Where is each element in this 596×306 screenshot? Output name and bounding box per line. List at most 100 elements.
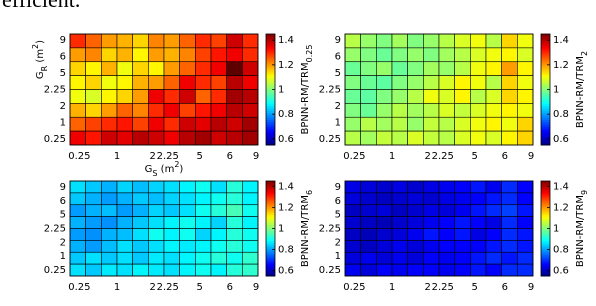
heatmap-cell xyxy=(501,61,518,76)
colorbar-segment xyxy=(541,142,550,146)
y-tick-label: 9 xyxy=(60,182,66,193)
y-axis-label-end: ) xyxy=(35,40,46,44)
heatmap-cell xyxy=(423,240,440,253)
heatmap-cell xyxy=(517,216,534,229)
heatmap-cell xyxy=(116,204,133,217)
heatmap-cell xyxy=(85,251,102,265)
heatmap-cell xyxy=(407,103,424,118)
y-tick-label: 2.25 xyxy=(319,224,341,235)
heatmap-cell xyxy=(69,204,86,217)
heatmap-cell xyxy=(376,33,393,49)
heatmap-cell xyxy=(360,228,377,241)
heatmap-cell xyxy=(85,103,102,118)
heatmap-cell xyxy=(116,263,133,277)
colorbar-segment xyxy=(541,108,550,111)
colorbar-segment xyxy=(266,54,275,58)
heatmap-cell xyxy=(132,47,149,63)
colorbar-segment xyxy=(541,54,550,58)
colorbar-segment xyxy=(541,87,550,90)
x-tick-label: 6 xyxy=(227,151,233,162)
heatmap-cell xyxy=(423,103,440,118)
heatmap-cell xyxy=(69,251,86,265)
heatmap-cell xyxy=(85,47,102,63)
colorbar-segment xyxy=(541,266,550,269)
colorbar-tick-label: 1.4 xyxy=(553,181,569,192)
heatmap-cell xyxy=(210,47,227,63)
heatmap-cell xyxy=(195,204,212,217)
heatmap-cell xyxy=(148,61,165,76)
heatmap-cell xyxy=(407,47,424,63)
heatmap-cell xyxy=(391,89,408,104)
heatmap-cell xyxy=(179,240,196,253)
y-tick-label: 1 xyxy=(335,118,341,129)
heatmap-cell xyxy=(407,116,424,132)
heatmap-cell xyxy=(101,263,118,277)
heatmap-cell xyxy=(438,116,455,132)
heatmap-cell xyxy=(485,228,502,241)
colorbar-segment xyxy=(266,121,275,125)
colorbar-segment xyxy=(266,272,275,275)
colorbar-segment xyxy=(266,246,275,249)
colorbar-segment xyxy=(266,108,275,111)
y-tick-label: 5 xyxy=(335,210,341,221)
heatmap-cell xyxy=(163,61,180,76)
heatmap-cell xyxy=(344,263,361,277)
colorbar-segment xyxy=(541,228,550,231)
heatmap-cell xyxy=(226,75,243,90)
heatmap-cell xyxy=(438,240,455,253)
colorbar-tick-label: 1 xyxy=(553,85,559,96)
colorbar-segment xyxy=(541,238,550,241)
heatmap-cell xyxy=(69,116,86,132)
heatmap-cell xyxy=(195,228,212,241)
colorbar-segment xyxy=(541,36,550,40)
colorbar-segment xyxy=(541,236,550,239)
heatmap-cell xyxy=(501,47,518,63)
x-tick-label: 1 xyxy=(114,151,120,162)
y-tick-label: 0.25 xyxy=(44,134,66,145)
heatmap-cell xyxy=(116,192,133,206)
colorbar-tick-label: 0.8 xyxy=(278,245,294,256)
heatmap-cell xyxy=(501,263,518,277)
colorbar-segment xyxy=(541,181,550,184)
heatmap-cell xyxy=(470,240,487,253)
heatmap-cell xyxy=(376,47,393,63)
colorbar-segment xyxy=(266,40,275,44)
heatmap-cell xyxy=(517,61,534,76)
colorbar-segment xyxy=(541,240,550,243)
colorbar-tick-label: 1 xyxy=(553,224,559,235)
heatmap-cell xyxy=(179,89,196,104)
heatmap-cell xyxy=(226,130,243,146)
colorbar-segment xyxy=(266,186,275,190)
colorbar-label: BPNN-RM/TRM6 xyxy=(300,190,314,267)
colorbar-segment xyxy=(266,73,275,77)
heatmap-cell xyxy=(226,228,243,241)
x-axis-label-end: ) xyxy=(179,164,183,175)
heatmap-cell xyxy=(163,75,180,90)
colorbar-segment xyxy=(541,250,550,253)
colorbar-segment xyxy=(541,34,550,37)
heatmap-cell xyxy=(242,75,259,90)
x-axis-label-unit: (m xyxy=(158,164,175,175)
heatmap-cell xyxy=(485,192,502,206)
y-tick-label: 0.25 xyxy=(319,265,341,276)
colorbar-label-main: BPNN-RM/TRM xyxy=(575,56,586,128)
heatmap-cell xyxy=(391,130,408,146)
heatmap-cell xyxy=(360,216,377,229)
heatmap-cell xyxy=(485,33,502,49)
colorbar-segment xyxy=(266,232,275,235)
heatmap-cell xyxy=(344,240,361,253)
colorbar-segment xyxy=(266,210,275,214)
heatmap-cell xyxy=(423,75,440,90)
plot-frame xyxy=(344,33,534,146)
heatmap-cell xyxy=(407,75,424,90)
colorbar-segment xyxy=(541,262,550,265)
colorbar-segment xyxy=(266,98,275,102)
heatmap-cell xyxy=(210,75,227,90)
heatmap-cell xyxy=(470,251,487,265)
heatmap-cell xyxy=(132,89,149,104)
heatmap-cell xyxy=(195,240,212,253)
heatmap-cell xyxy=(391,192,408,206)
heatmap-cell xyxy=(116,130,133,146)
heatmap-cell xyxy=(179,216,196,229)
heatmap-cell xyxy=(163,180,180,194)
